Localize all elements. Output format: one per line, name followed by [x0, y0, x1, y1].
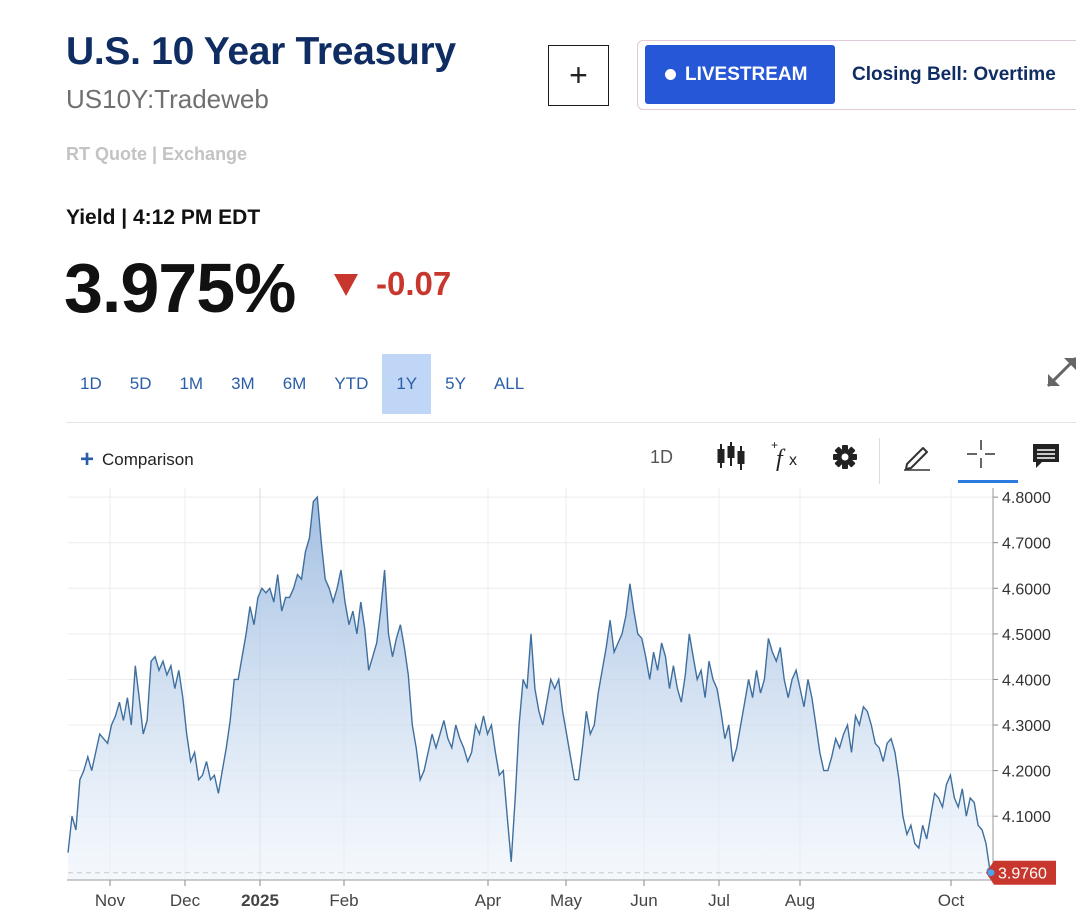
range-1m[interactable]: 1M — [179, 374, 204, 393]
gear-icon[interactable] — [829, 441, 861, 473]
range-5y[interactable]: 5Y — [445, 374, 466, 393]
y-tick-label: 4.2000 — [1002, 764, 1051, 781]
x-tick-label: Feb — [329, 891, 358, 910]
yield-area — [68, 497, 990, 880]
x-tick-label: Aug — [785, 891, 815, 910]
range-1y[interactable]: 1Y — [382, 354, 432, 414]
range-5d[interactable]: 5D — [129, 374, 152, 393]
yield-line — [67, 495, 991, 872]
comment-icon[interactable] — [1030, 440, 1062, 472]
svg-text:f: f — [776, 446, 786, 471]
y-tick-label: 4.3000 — [1002, 718, 1051, 735]
badge-dot-icon — [987, 869, 995, 877]
x-tick-label: Jul — [708, 891, 730, 910]
candlestick-icon[interactable] — [715, 440, 747, 472]
x-tick-label: Apr — [475, 891, 502, 910]
add-to-watchlist-button[interactable]: + — [548, 45, 609, 106]
range-ytd[interactable]: YTD — [334, 374, 369, 393]
y-tick-label: 4.5000 — [1002, 627, 1051, 644]
rt-quote-label: RT Quote | Exchange — [66, 144, 248, 164]
range-all[interactable]: ALL — [493, 374, 525, 393]
interval-selector[interactable]: 1D — [650, 447, 674, 467]
yield-chart[interactable]: 4.8000 4.7000 4.6000 4.5000 4.4000 4.3000 4.20… — [0, 488, 1076, 918]
function-icon[interactable]: + f x — [771, 439, 803, 471]
comparison-button[interactable]: + Comparison — [80, 446, 194, 473]
active-tool-indicator — [958, 480, 1018, 483]
yield-time-label: Yield | 4:12 PM EDT — [66, 206, 261, 229]
page-title: U.S. 10 Year Treasury — [66, 30, 456, 73]
live-dot-icon — [665, 69, 676, 80]
crosshair-icon[interactable] — [965, 438, 997, 470]
last-value-label: 3.9760 — [998, 866, 1047, 883]
x-tick-label: 2025 — [241, 891, 279, 910]
toolbar-separator — [879, 438, 880, 484]
livestream-banner[interactable] — [637, 40, 1076, 110]
pencil-icon[interactable] — [901, 440, 933, 472]
livestream-label: LIVESTREAM — [685, 63, 808, 85]
x-tick-label: Jun — [630, 891, 657, 910]
svg-text:+: + — [771, 439, 778, 452]
y-tick-label: 4.6000 — [1002, 581, 1051, 598]
last-price: 3.975% — [64, 249, 296, 327]
y-tick-label: 4.1000 — [1002, 809, 1051, 826]
y-tick-label: 4.7000 — [1002, 536, 1051, 553]
range-1d[interactable]: 1D — [80, 374, 102, 393]
y-tick-label: 4.8000 — [1002, 490, 1051, 507]
plus-icon: + — [80, 446, 95, 473]
svg-text:x: x — [789, 452, 797, 469]
x-tick-label: Dec — [170, 891, 201, 910]
divider — [66, 422, 1076, 423]
time-range-tabs: 1D 5D 1M 3M 6M YTD 1Y 5Y ALL — [66, 354, 538, 414]
x-tick-label: May — [550, 891, 583, 910]
x-tick-label: Nov — [95, 891, 126, 910]
range-6m[interactable]: 6M — [282, 374, 307, 393]
ticker-symbol: US10Y:Tradeweb — [66, 84, 269, 114]
expand-icon[interactable] — [1044, 354, 1076, 390]
last-value-badge — [986, 860, 1056, 885]
livestream-button[interactable]: LIVESTREAM — [645, 45, 835, 104]
range-3m[interactable]: 3M — [231, 374, 255, 393]
livestream-show-title[interactable]: Closing Bell: Overtime — [852, 64, 1056, 85]
price-change: -0.07 — [376, 265, 452, 302]
comparison-label: Comparison — [102, 450, 194, 469]
x-tick-label: Oct — [938, 891, 965, 910]
y-tick-label: 4.4000 — [1002, 672, 1051, 689]
down-arrow-icon — [334, 274, 358, 296]
